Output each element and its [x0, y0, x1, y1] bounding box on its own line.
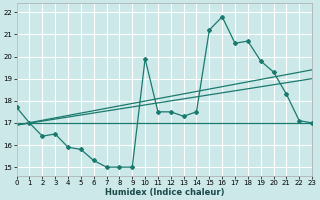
X-axis label: Humidex (Indice chaleur): Humidex (Indice chaleur) — [105, 188, 224, 197]
